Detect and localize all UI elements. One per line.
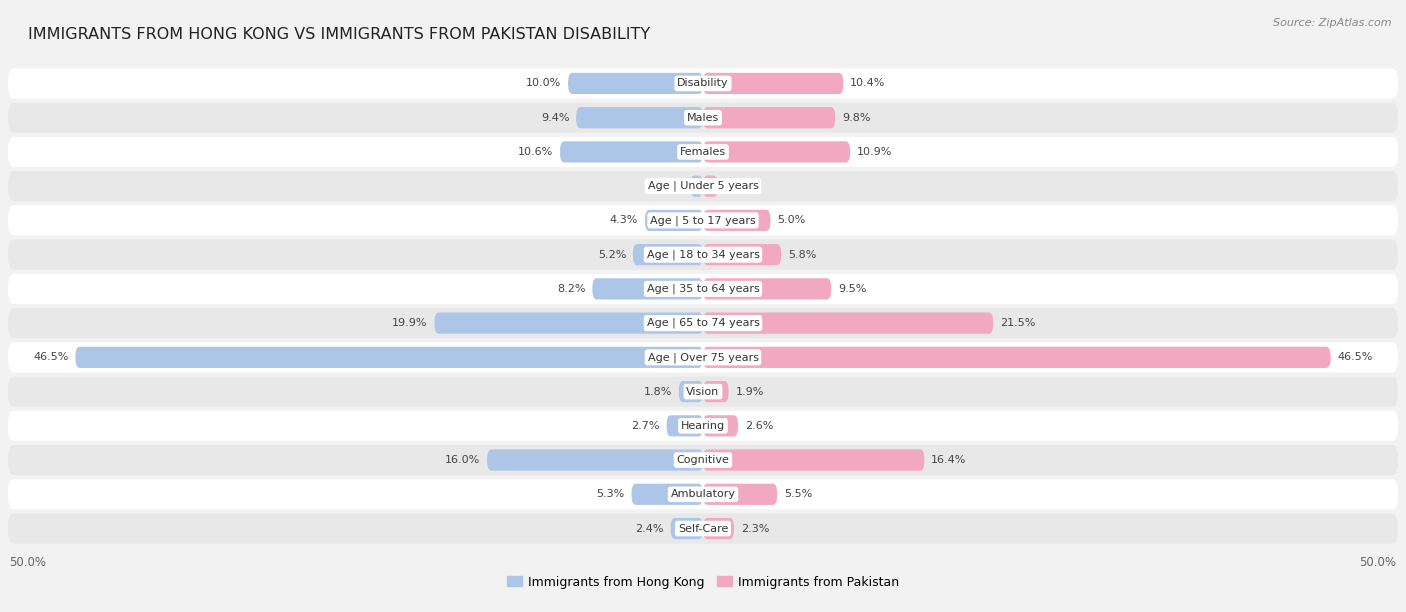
FancyBboxPatch shape [633,244,703,265]
FancyBboxPatch shape [703,278,831,299]
FancyBboxPatch shape [703,73,844,94]
Text: Age | Over 75 years: Age | Over 75 years [648,352,758,362]
FancyBboxPatch shape [671,518,703,539]
Text: Hearing: Hearing [681,421,725,431]
Text: 5.3%: 5.3% [596,490,624,499]
Text: 9.4%: 9.4% [541,113,569,122]
FancyBboxPatch shape [690,176,703,197]
FancyBboxPatch shape [666,415,703,436]
FancyBboxPatch shape [645,210,703,231]
FancyBboxPatch shape [8,513,1398,543]
FancyBboxPatch shape [592,278,703,299]
Text: Age | 18 to 34 years: Age | 18 to 34 years [647,250,759,260]
FancyBboxPatch shape [703,415,738,436]
Text: Self-Care: Self-Care [678,523,728,534]
FancyBboxPatch shape [8,171,1398,201]
FancyBboxPatch shape [703,210,770,231]
Text: 9.5%: 9.5% [838,284,866,294]
FancyBboxPatch shape [703,483,778,505]
Text: Males: Males [688,113,718,122]
Legend: Immigrants from Hong Kong, Immigrants from Pakistan: Immigrants from Hong Kong, Immigrants fr… [502,570,904,594]
FancyBboxPatch shape [8,308,1398,338]
FancyBboxPatch shape [8,479,1398,509]
FancyBboxPatch shape [8,137,1398,167]
FancyBboxPatch shape [703,313,993,334]
Text: 5.5%: 5.5% [785,490,813,499]
Text: Age | 5 to 17 years: Age | 5 to 17 years [650,215,756,226]
Text: 5.8%: 5.8% [787,250,817,259]
FancyBboxPatch shape [8,274,1398,304]
FancyBboxPatch shape [8,445,1398,475]
Text: 10.6%: 10.6% [517,147,553,157]
Text: Age | 35 to 64 years: Age | 35 to 64 years [647,283,759,294]
Text: 2.7%: 2.7% [631,421,659,431]
Text: 16.4%: 16.4% [931,455,966,465]
Text: Ambulatory: Ambulatory [671,490,735,499]
Text: Vision: Vision [686,387,720,397]
Text: Females: Females [681,147,725,157]
Text: 9.8%: 9.8% [842,113,870,122]
Text: IMMIGRANTS FROM HONG KONG VS IMMIGRANTS FROM PAKISTAN DISABILITY: IMMIGRANTS FROM HONG KONG VS IMMIGRANTS … [28,26,650,42]
FancyBboxPatch shape [631,483,703,505]
FancyBboxPatch shape [8,206,1398,236]
FancyBboxPatch shape [703,381,728,402]
FancyBboxPatch shape [576,107,703,129]
FancyBboxPatch shape [76,347,703,368]
FancyBboxPatch shape [703,141,851,163]
Text: 4.3%: 4.3% [610,215,638,225]
Text: 10.9%: 10.9% [856,147,893,157]
Text: 0.95%: 0.95% [648,181,683,191]
Text: 2.3%: 2.3% [741,523,769,534]
Text: 2.6%: 2.6% [745,421,773,431]
Text: 21.5%: 21.5% [1000,318,1035,328]
Text: 5.0%: 5.0% [778,215,806,225]
FancyBboxPatch shape [8,69,1398,99]
Text: 1.1%: 1.1% [724,181,752,191]
Text: 19.9%: 19.9% [392,318,427,328]
FancyBboxPatch shape [703,518,734,539]
Text: 10.4%: 10.4% [851,78,886,89]
Text: 1.8%: 1.8% [644,387,672,397]
Text: 10.0%: 10.0% [526,78,561,89]
Text: Age | 65 to 74 years: Age | 65 to 74 years [647,318,759,329]
Text: 2.4%: 2.4% [636,523,664,534]
FancyBboxPatch shape [703,244,782,265]
FancyBboxPatch shape [8,376,1398,406]
Text: Source: ZipAtlas.com: Source: ZipAtlas.com [1274,18,1392,28]
Text: Disability: Disability [678,78,728,89]
FancyBboxPatch shape [703,107,835,129]
Text: Age | Under 5 years: Age | Under 5 years [648,181,758,192]
FancyBboxPatch shape [560,141,703,163]
FancyBboxPatch shape [703,347,1330,368]
Text: 8.2%: 8.2% [557,284,585,294]
Text: 5.2%: 5.2% [598,250,626,259]
FancyBboxPatch shape [703,176,718,197]
Text: 46.5%: 46.5% [34,353,69,362]
FancyBboxPatch shape [8,239,1398,270]
FancyBboxPatch shape [703,449,924,471]
FancyBboxPatch shape [8,342,1398,373]
Text: Cognitive: Cognitive [676,455,730,465]
Text: 46.5%: 46.5% [1337,353,1372,362]
FancyBboxPatch shape [486,449,703,471]
FancyBboxPatch shape [679,381,703,402]
FancyBboxPatch shape [8,103,1398,133]
Text: 1.9%: 1.9% [735,387,763,397]
FancyBboxPatch shape [568,73,703,94]
FancyBboxPatch shape [8,411,1398,441]
FancyBboxPatch shape [434,313,703,334]
Text: 16.0%: 16.0% [446,455,481,465]
